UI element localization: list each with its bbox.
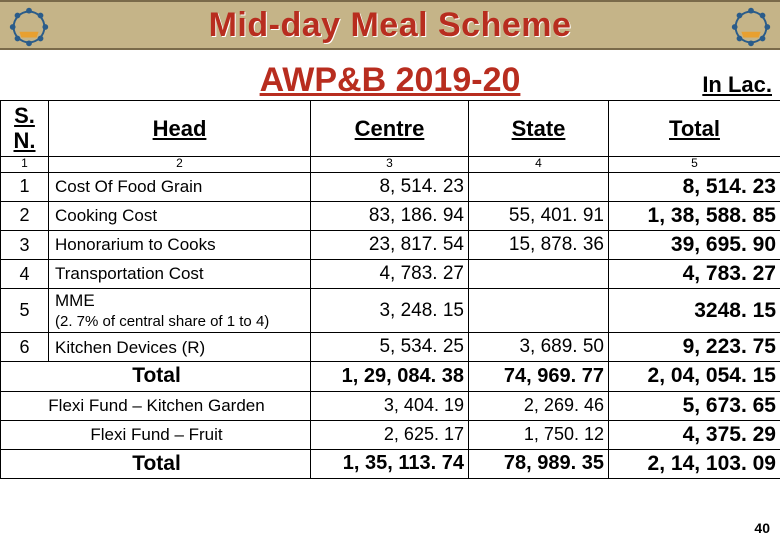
cell-sn: 5: [1, 289, 49, 333]
flexi-centre: 2, 625. 17: [311, 420, 469, 449]
table-row: 5MME(2. 7% of central share of 1 to 4)3,…: [1, 289, 780, 333]
logo-right: [726, 2, 776, 52]
subtotal-label: Total: [1, 362, 311, 391]
cell-centre: 83, 186. 94: [311, 201, 469, 230]
cell-total: 9, 223. 75: [609, 333, 780, 362]
grand-state: 78, 989. 35: [469, 449, 609, 478]
cell-total: 4, 783. 27: [609, 260, 780, 289]
table-row: 6Kitchen Devices (R)5, 534. 253, 689. 50…: [1, 333, 780, 362]
slide-number: 40: [754, 520, 770, 536]
colnum-1: 1: [1, 156, 49, 172]
col-head: Head: [49, 101, 311, 157]
cell-sn: 3: [1, 230, 49, 259]
flexi-state: 2, 269. 46: [469, 391, 609, 420]
col-sn: S. N.: [1, 101, 49, 157]
colnum-3: 3: [311, 156, 469, 172]
table-row: Flexi Fund – Fruit2, 625. 171, 750. 124,…: [1, 420, 780, 449]
cell-state: [469, 260, 609, 289]
cell-head: Transportation Cost: [49, 260, 311, 289]
flexi-total: 5, 673. 65: [609, 391, 780, 420]
cell-sn: 4: [1, 260, 49, 289]
cell-total: 1, 38, 588. 85: [609, 201, 780, 230]
cell-head: Honorarium to Cooks: [49, 230, 311, 259]
table-row: Total1, 35, 113. 7478, 989. 352, 14, 103…: [1, 449, 780, 478]
table-row: Total1, 29, 084. 3874, 969. 772, 04, 054…: [1, 362, 780, 391]
header-bar: Mid-day Meal Scheme: [0, 0, 780, 50]
cell-state: 15, 878. 36: [469, 230, 609, 259]
col-total: Total: [609, 101, 780, 157]
cell-centre: 3, 248. 15: [311, 289, 469, 333]
colnum-2: 2: [49, 156, 311, 172]
subtotal-centre: 1, 29, 084. 38: [311, 362, 469, 391]
cell-head: Cooking Cost: [49, 201, 311, 230]
column-number-row: 1 2 3 4 5: [1, 156, 780, 172]
budget-table: S. N. Head Centre State Total 1 2 3 4 5 …: [0, 100, 780, 479]
colnum-4: 4: [469, 156, 609, 172]
col-state: State: [469, 101, 609, 157]
cell-centre: 4, 783. 27: [311, 260, 469, 289]
flexi-label: Flexi Fund – Fruit: [1, 420, 311, 449]
logo-left: [4, 2, 54, 52]
table-row: 3Honorarium to Cooks23, 817. 5415, 878. …: [1, 230, 780, 259]
flexi-label: Flexi Fund – Kitchen Garden: [1, 391, 311, 420]
subtotal-state: 74, 969. 77: [469, 362, 609, 391]
subtitle-row: AWP&B 2019-20 In Lac.: [0, 50, 780, 100]
cell-sn: 1: [1, 172, 49, 201]
cell-state: [469, 172, 609, 201]
colnum-5: 5: [609, 156, 780, 172]
cell-head: Kitchen Devices (R): [49, 333, 311, 362]
flexi-state: 1, 750. 12: [469, 420, 609, 449]
cell-sn: 2: [1, 201, 49, 230]
table-row: 4Transportation Cost4, 783. 274, 783. 27: [1, 260, 780, 289]
cell-centre: 5, 534. 25: [311, 333, 469, 362]
cell-sn: 6: [1, 333, 49, 362]
subtotal-total: 2, 04, 054. 15: [609, 362, 780, 391]
grand-centre: 1, 35, 113. 74: [311, 449, 469, 478]
grand-label: Total: [1, 449, 311, 478]
page-title: Mid-day Meal Scheme: [209, 6, 572, 45]
col-centre: Centre: [311, 101, 469, 157]
cell-centre: 8, 514. 23: [311, 172, 469, 201]
cell-centre: 23, 817. 54: [311, 230, 469, 259]
cell-total: 3248. 15: [609, 289, 780, 333]
table-row: 1Cost Of Food Grain8, 514. 238, 514. 23: [1, 172, 780, 201]
flexi-total: 4, 375. 29: [609, 420, 780, 449]
table-header-row: S. N. Head Centre State Total: [1, 101, 780, 157]
cell-state: 3, 689. 50: [469, 333, 609, 362]
cell-state: 55, 401. 91: [469, 201, 609, 230]
table-row: Flexi Fund – Kitchen Garden3, 404. 192, …: [1, 391, 780, 420]
cell-head: Cost Of Food Grain: [49, 172, 311, 201]
cell-total: 39, 695. 90: [609, 230, 780, 259]
unit-label: In Lac.: [702, 72, 772, 98]
flexi-centre: 3, 404. 19: [311, 391, 469, 420]
cell-state: [469, 289, 609, 333]
cell-head: MME(2. 7% of central share of 1 to 4): [49, 289, 311, 333]
cell-total: 8, 514. 23: [609, 172, 780, 201]
table-row: 2Cooking Cost83, 186. 9455, 401. 911, 38…: [1, 201, 780, 230]
grand-total: 2, 14, 103. 09: [609, 449, 780, 478]
subtitle: AWP&B 2019-20: [260, 61, 521, 100]
